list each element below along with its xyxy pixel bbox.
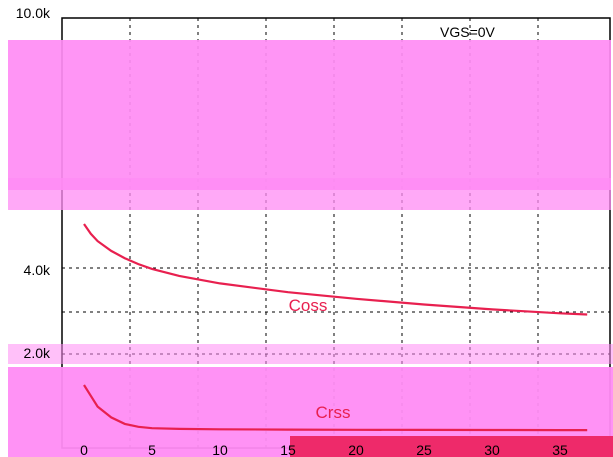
- x-tick-labels: 0 5 10 15 20 25 30 35: [80, 442, 568, 457]
- vgs-annotation: VGS=0V: [440, 24, 496, 40]
- series-label-crss: Crss: [316, 403, 351, 422]
- x-tick-label: 5: [148, 442, 156, 457]
- overlay-band: [8, 344, 613, 364]
- x-tick-label: 10: [212, 442, 228, 457]
- y-tick-label: 4.0k: [24, 262, 51, 278]
- y-tick-labels: 10.0k 4.0k 2.0k: [16, 5, 51, 361]
- x-tick-label: 35: [552, 442, 568, 457]
- x-tick-label: 25: [416, 442, 432, 457]
- y-tick-label: 10.0k: [16, 5, 51, 21]
- overlay-bottom-strip: [290, 436, 613, 457]
- x-tick-label: 20: [348, 442, 364, 457]
- overlay-blocks: [8, 40, 613, 457]
- y-tick-label: 2.0k: [24, 345, 51, 361]
- series-line-coss: [83, 223, 588, 316]
- x-tick-label: 30: [484, 442, 500, 457]
- x-tick-label: 15: [280, 442, 296, 457]
- x-tick-label: 0: [80, 442, 88, 457]
- series-label-coss: Coss: [289, 296, 328, 315]
- series-labels: Coss Crss: [289, 296, 351, 422]
- overlay-block-top: [8, 40, 611, 190]
- overlay-block-mid: [8, 178, 611, 210]
- series-line-crss: [83, 384, 588, 432]
- series-layer: [83, 223, 588, 432]
